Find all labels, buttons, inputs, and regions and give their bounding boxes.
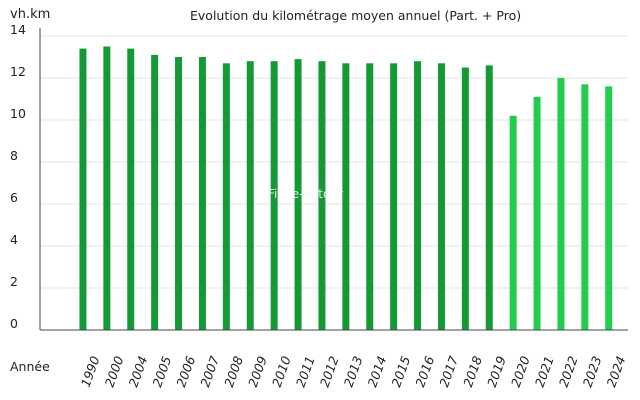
y-axis-unit-label: vh.km (10, 7, 51, 22)
x-tick-label: 2000 (102, 354, 127, 389)
bar (79, 48, 87, 330)
bar (437, 63, 445, 331)
y-tick-label: 10 (10, 106, 26, 121)
bar (318, 61, 326, 330)
bar (103, 46, 111, 330)
watermark: Fiche-auto.fr (268, 187, 344, 201)
x-tick-label: 2017 (436, 354, 461, 389)
bar (342, 63, 350, 331)
x-tick-label: 2008 (221, 354, 246, 389)
x-tick-label: 2018 (460, 354, 485, 389)
x-tick-label: 2006 (173, 354, 198, 389)
bar (557, 78, 565, 330)
axes (39, 28, 628, 331)
bar (127, 48, 135, 330)
y-tick-label: 14 (10, 22, 26, 37)
bar (390, 63, 398, 331)
y-tick-label: 8 (10, 148, 18, 163)
x-tick-label: 2007 (197, 354, 222, 389)
x-tick-label: 2022 (556, 354, 581, 389)
x-tick-label: 2023 (580, 354, 605, 389)
x-tick-label: 2013 (341, 354, 366, 389)
bar (294, 59, 302, 330)
bar (270, 61, 278, 330)
x-tick-label: 2009 (245, 354, 270, 389)
x-tick-label: 2020 (508, 354, 533, 389)
x-tick-label: 2005 (149, 354, 174, 389)
bar (246, 61, 254, 330)
x-tick-label: 2024 (603, 354, 628, 389)
x-tick-label: 1990 (78, 354, 103, 389)
bar (509, 115, 517, 330)
x-tick-label: 2012 (317, 354, 342, 389)
x-tick-label: 2015 (388, 354, 413, 389)
y-tick-label: 12 (10, 64, 26, 79)
bar (461, 67, 469, 330)
x-tick-labels: 1990200020042005200620072008200920102011… (78, 354, 629, 389)
y-tick-label: 4 (10, 232, 18, 247)
y-tick-label: 6 (10, 190, 18, 205)
bar (414, 61, 422, 330)
bar (581, 84, 589, 330)
bar (198, 57, 206, 330)
gridlines (40, 35, 628, 289)
chart-title: Evolution du kilométrage moyen annuel (P… (190, 8, 522, 23)
bar (366, 63, 374, 331)
x-tick-label: 2014 (364, 354, 389, 389)
bar (151, 54, 159, 331)
x-tick-label: 2004 (125, 354, 150, 389)
y-tick-label: 0 (10, 316, 18, 331)
x-tick-label: 2019 (484, 354, 509, 389)
x-tick-label: 2016 (412, 354, 437, 389)
bar (605, 86, 613, 331)
x-axis-title: Année (10, 359, 50, 374)
bar (175, 57, 183, 330)
bar (222, 63, 230, 331)
x-tick-label: 2021 (532, 354, 557, 389)
x-tick-label: 2010 (269, 354, 294, 389)
y-tick-labels: 0 2 4 6 8 10 12 14 (10, 22, 26, 331)
bar (533, 96, 541, 331)
y-tick-label: 2 (10, 274, 18, 289)
bar (485, 65, 493, 331)
bars (79, 46, 613, 331)
x-tick-label: 2011 (293, 354, 318, 389)
